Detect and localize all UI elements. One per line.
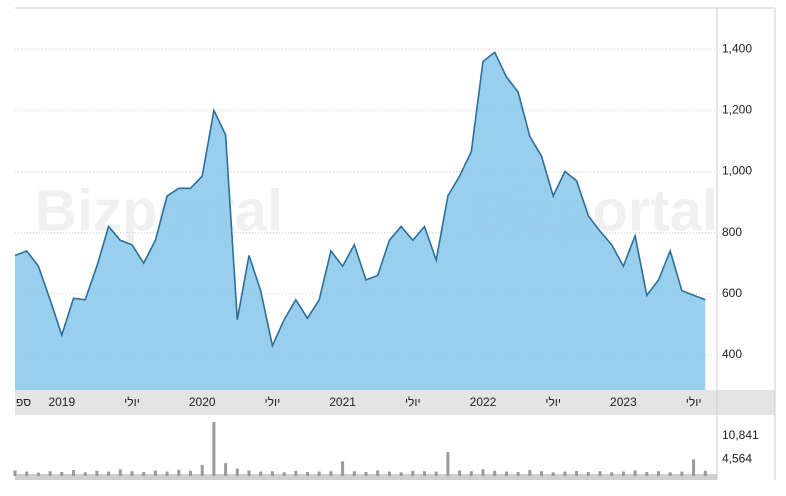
volume-bar [586, 471, 590, 476]
volume-bar [212, 422, 216, 476]
volume-bar [364, 471, 368, 476]
x-tick-label: יולי [124, 395, 140, 409]
volume-bar [481, 469, 485, 476]
volume-bar [224, 463, 228, 476]
y-tick-label: 600 [722, 286, 742, 300]
x-tick-label: 2022 [470, 395, 497, 409]
x-tick-label: 2021 [329, 395, 356, 409]
y-tick-label: 800 [722, 225, 742, 239]
x-tick-label: יולי [405, 395, 421, 409]
volume-bar [645, 471, 649, 476]
volume-bar [399, 472, 403, 476]
volume-bar [48, 471, 52, 476]
volume-bar [130, 471, 134, 476]
volume-bar [165, 471, 169, 476]
volume-bar [504, 471, 508, 476]
volume-bar [633, 470, 637, 476]
area-fill [15, 52, 706, 391]
price-line [14, 51, 706, 349]
volume-bar [294, 470, 298, 476]
volume-bar [540, 471, 543, 476]
volume-bar [317, 471, 321, 476]
volume-bar [516, 471, 520, 476]
y-tick-label: 1,200 [722, 103, 752, 117]
x-tick-label: יולי [545, 395, 561, 409]
y-tick-label: 1,400 [722, 41, 752, 55]
x-axis-band [15, 390, 775, 415]
y-tick-label: 1,000 [722, 164, 752, 178]
x-tick-label: יולי [265, 395, 281, 409]
volume-bar [107, 471, 111, 476]
volume-bar [423, 471, 426, 476]
volume-bar [25, 471, 29, 476]
volume-bar [446, 452, 450, 476]
volume-bar [142, 471, 146, 476]
volume-bar [563, 471, 567, 476]
volume-bar [118, 469, 122, 476]
volume-bar [376, 470, 380, 476]
volume-bar [72, 470, 75, 476]
x-tick-label: יולי [686, 395, 702, 409]
volume-bar [528, 470, 532, 476]
volume-bar [306, 471, 309, 476]
volume-bar [621, 471, 625, 476]
volume-bar [177, 469, 181, 476]
volume-bar [259, 471, 263, 476]
volume-bar [703, 470, 707, 476]
volume-bar [95, 470, 99, 476]
volume-bar [692, 459, 696, 476]
volume-bar [680, 471, 684, 476]
volume-bar [469, 471, 473, 476]
volume-bar [270, 471, 274, 476]
x-tick-label: 2019 [48, 395, 75, 409]
volume-bar [36, 472, 40, 476]
volume-floor [15, 474, 717, 480]
volume-bar [341, 461, 345, 476]
y-tick-label: 4,564 [722, 451, 752, 465]
volume-bar [83, 472, 87, 476]
volume-bar [153, 470, 157, 476]
volume-bar [247, 470, 251, 476]
x-tick-label: 2023 [610, 395, 637, 409]
volume-bar [352, 471, 356, 476]
volume-bar [387, 471, 391, 476]
volume-bar [235, 468, 239, 476]
volume-bar [411, 470, 415, 476]
x-tick-label: ספ [16, 395, 31, 409]
x-tick-label: 2020 [189, 395, 216, 409]
volume-bar [189, 470, 192, 476]
volume-bar [668, 472, 672, 476]
volume-bar [575, 470, 579, 476]
volume-bar [598, 471, 602, 476]
volume-bar [13, 470, 17, 476]
volume-bar [282, 472, 286, 476]
volume-bar [657, 471, 660, 476]
volume-bar [329, 471, 333, 476]
volume-bar [493, 470, 497, 476]
volume-bar [551, 472, 555, 476]
volume-bar [458, 470, 462, 476]
volume-bar [60, 471, 64, 476]
volume-bar [610, 472, 614, 476]
y-tick-label: 10,841 [722, 428, 759, 442]
volume-bar [434, 471, 438, 476]
y-tick-label: 400 [722, 347, 742, 361]
volume-bar [200, 464, 204, 476]
